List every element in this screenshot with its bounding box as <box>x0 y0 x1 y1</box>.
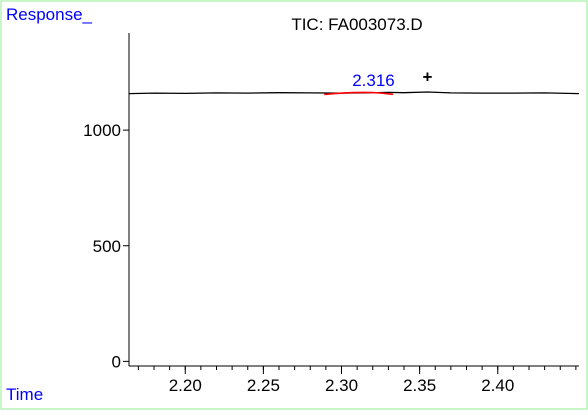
peak-baseline <box>324 91 394 96</box>
y-tick-label: 0 <box>112 352 121 371</box>
x-axis-title: Time <box>6 385 43 404</box>
crosshair-marker: + <box>422 68 432 87</box>
x-tick-label: 2.35 <box>403 376 436 395</box>
x-tick-label: 2.20 <box>169 376 202 395</box>
peak-layer: 2.316 + <box>324 68 432 96</box>
x-tick-label: 2.25 <box>247 376 280 395</box>
x-tick-label: 2.30 <box>325 376 358 395</box>
peak-label: 2.316 <box>352 71 395 90</box>
y-tick-label: 500 <box>93 237 121 256</box>
axes: 2.20 2.25 2.30 2.35 2.40 0 500 1000 <box>83 33 579 395</box>
x-tick-label: 2.40 <box>481 376 514 395</box>
y-axis-title: Response_ <box>6 5 93 24</box>
y-tick-label: 1000 <box>83 121 121 140</box>
chart-title: TIC: FA003073.D <box>291 15 422 34</box>
